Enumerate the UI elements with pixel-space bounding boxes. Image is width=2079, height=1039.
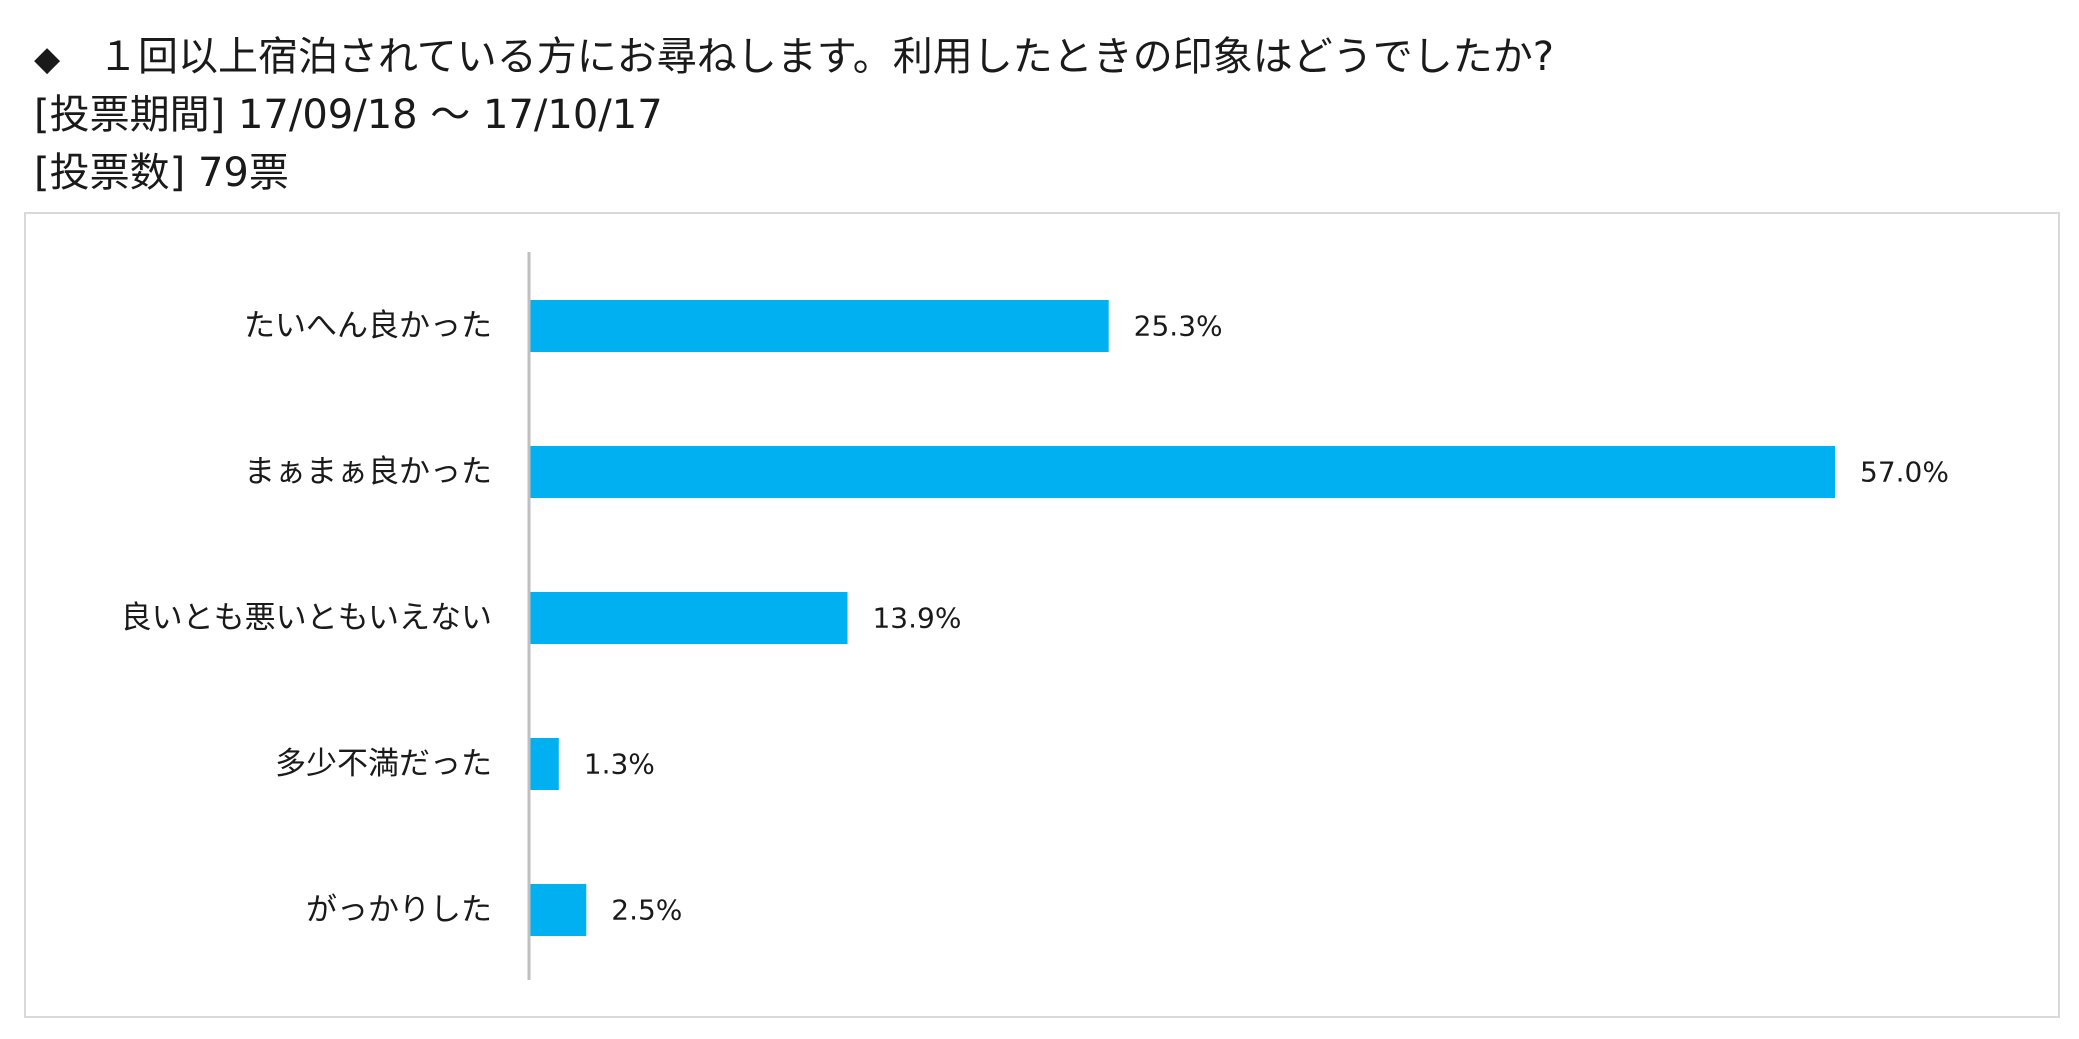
diamond-bullet-icon: ◆ [34, 39, 61, 79]
bar-chart: たいへん良かった 25.3% まぁまぁ良かった 57.0% 良いとも悪いともいえない 13… [121, 252, 1949, 980]
question-text: １回以上宿泊されている方にお尋ねします。利用したときの印象はどうでしたか? [98, 34, 1555, 80]
category-label: たいへん良かった [244, 308, 492, 344]
bar [529, 300, 1109, 352]
voting-period-line: [投票期間] 17/09/18 ～ 17/10/17 [34, 86, 1554, 144]
value-label: 1.3% [584, 748, 655, 781]
bar [529, 884, 587, 936]
chart-frame: たいへん良かった 25.3% まぁまぁ良かった 57.0% 良いとも悪いともいえない 13… [24, 212, 2060, 1018]
value-label: 25.3% [1134, 310, 1223, 343]
category-label: がっかりした [306, 892, 492, 928]
chart-header: ◆ １回以上宿泊されている方にお尋ねします。利用したときの印象はどうでしたか? [… [34, 28, 1554, 202]
category-label: まぁまぁ良かった [244, 454, 492, 490]
voting-period-label: [投票期間] [34, 92, 226, 138]
category-label: 良いとも悪いともいえない [121, 600, 492, 636]
bar [529, 592, 848, 644]
vote-count-label: [投票数] [34, 150, 186, 196]
vote-count-line: [投票数] 79票 [34, 144, 1554, 202]
question-line: ◆ １回以上宿泊されている方にお尋ねします。利用したときの印象はどうでしたか? [34, 28, 1554, 86]
category-label: 多少不満だった [275, 746, 492, 782]
voting-period-value: 17/09/18 ～ 17/10/17 [237, 92, 663, 138]
bar [529, 738, 559, 790]
value-label: 2.5% [611, 894, 682, 927]
vote-count-value: 79票 [197, 150, 289, 196]
bars-group: たいへん良かった 25.3% まぁまぁ良かった 57.0% 良いとも悪いともいえない 13… [121, 252, 1949, 980]
bar [529, 446, 1835, 498]
value-label: 57.0% [1860, 456, 1949, 489]
value-label: 13.9% [872, 602, 961, 635]
